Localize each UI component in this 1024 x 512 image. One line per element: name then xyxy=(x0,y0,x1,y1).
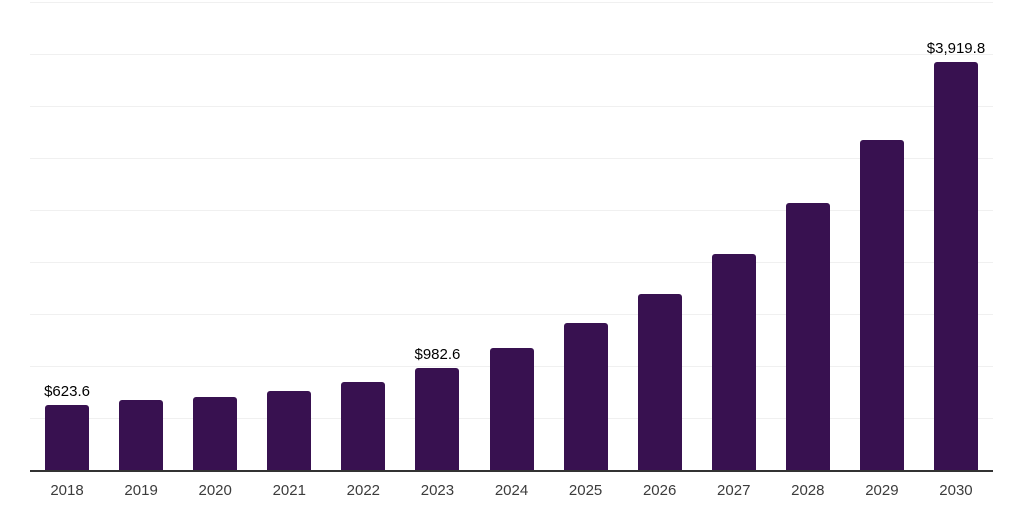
x-tick-label-2027: 2027 xyxy=(717,482,751,499)
bar-2025 xyxy=(563,323,608,470)
bar-2021 xyxy=(267,390,312,470)
gridline-4500 xyxy=(30,2,993,3)
x-tick-label-2025: 2025 xyxy=(568,482,603,499)
band-2030: $3,919.8 xyxy=(919,2,993,470)
gridline-2000 xyxy=(30,262,993,263)
gridline-2500 xyxy=(30,210,993,211)
bar-2019 xyxy=(119,400,164,470)
x-tick-label-2018: 2018 xyxy=(50,482,84,499)
x-tick-label-2020: 2020 xyxy=(198,482,232,499)
plot-area: $623.6 $982.6 $3,919.8 xyxy=(30,2,993,472)
band-2029 xyxy=(845,2,919,470)
band-2018: $623.6 xyxy=(30,2,104,470)
band-2025 xyxy=(549,2,623,470)
bar-2024 xyxy=(489,348,534,470)
gridline-3500 xyxy=(30,106,993,107)
bar-2023 xyxy=(415,367,460,470)
band-2026 xyxy=(623,2,697,470)
x-tick-label-2030: 2030 xyxy=(939,482,973,499)
gridline-4000 xyxy=(30,54,993,55)
band-2023: $982.6 xyxy=(400,2,474,470)
band-2024 xyxy=(474,2,548,470)
bar-2018 xyxy=(45,405,90,470)
bar-2030 xyxy=(933,62,978,470)
gridline-3000 xyxy=(30,158,993,159)
x-tick-label-2019: 2019 xyxy=(124,482,158,499)
gridline-1500 xyxy=(30,314,993,315)
band-2022 xyxy=(326,2,400,470)
x-tick-label-2026: 2026 xyxy=(642,482,677,499)
bar-2027 xyxy=(711,254,756,470)
band-2020 xyxy=(178,2,252,470)
x-axis-tick-labels: 2018 2019 2020 2021 2022 2023 2024 2025 2026 2027… xyxy=(30,482,993,500)
band-2021 xyxy=(252,2,326,470)
x-tick-label-2024: 2024 xyxy=(494,482,529,499)
bar-2022 xyxy=(341,382,386,470)
bar-2029 xyxy=(859,140,904,470)
band-2019 xyxy=(104,2,178,470)
bar-2028 xyxy=(785,202,830,470)
x-axis-line xyxy=(30,470,993,472)
x-tick-label-2021: 2021 xyxy=(272,482,306,499)
x-tick-label-2029: 2029 xyxy=(865,482,899,499)
bar-value-label-2018: $623.6 xyxy=(44,383,90,401)
bar-2026 xyxy=(637,294,682,470)
bar-2020 xyxy=(193,396,238,470)
bars-container: $623.6 $982.6 $3,919.8 xyxy=(30,2,993,470)
band-2028 xyxy=(771,2,845,470)
x-tick-label-2022: 2022 xyxy=(346,482,381,499)
band-2027 xyxy=(697,2,771,470)
bar-value-label-2023: $982.6 xyxy=(414,345,461,363)
bar-value-label-2030: $3,919.8 xyxy=(926,40,986,58)
x-tick-label-2023: 2023 xyxy=(420,482,455,499)
x-tick-label-2028: 2028 xyxy=(791,482,825,499)
